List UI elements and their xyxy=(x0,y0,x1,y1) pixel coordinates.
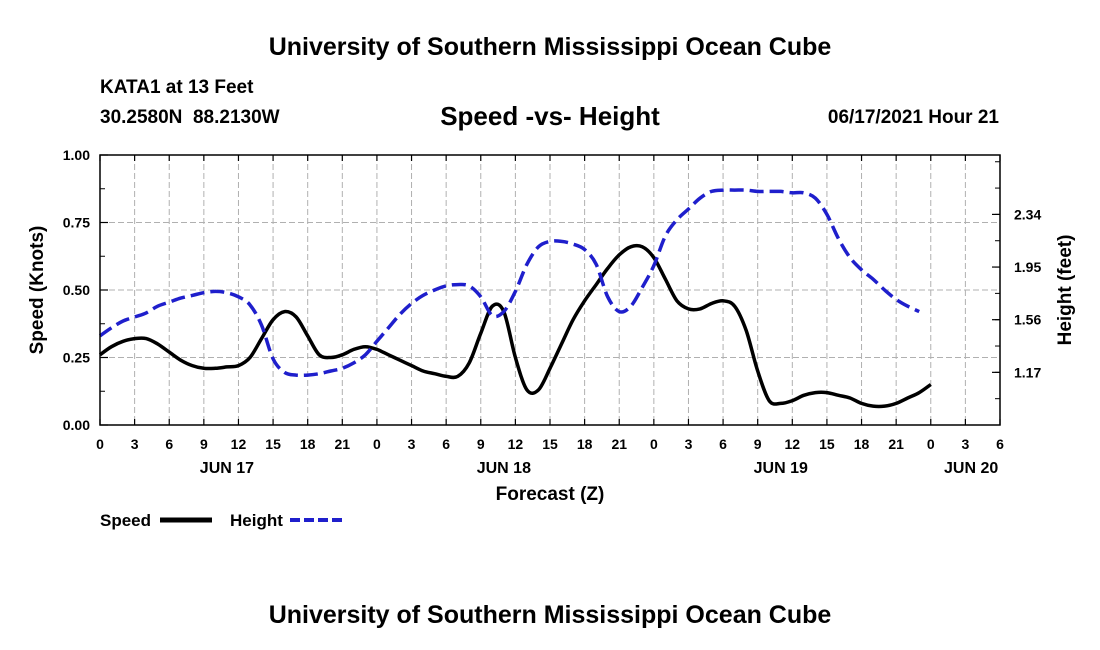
x-tick-label: 3 xyxy=(961,436,969,452)
y2-tick-label: 1.95 xyxy=(1014,259,1041,275)
x-axis-label: Forecast (Z) xyxy=(496,484,605,505)
x-tick-label: 9 xyxy=(754,436,762,452)
legend: Speed Height xyxy=(100,511,342,530)
x-tick-label: 0 xyxy=(650,436,658,452)
x-tick-label: 18 xyxy=(854,436,870,452)
date-label: JUN 18 xyxy=(477,460,531,477)
x-tick-label: 3 xyxy=(408,436,416,452)
x-tick-label: 12 xyxy=(231,436,247,452)
y-tick-label: 0.75 xyxy=(63,215,90,231)
chart-title: Speed -vs- Height xyxy=(440,101,660,131)
station-label: KATA1 at 13 Feet xyxy=(100,77,254,98)
date-label: JUN 17 xyxy=(200,460,254,477)
date-label: JUN 19 xyxy=(754,460,808,477)
x-tick-label: 0 xyxy=(373,436,381,452)
legend-label-height: Height xyxy=(230,511,283,530)
x-tick-label: 6 xyxy=(996,436,1004,452)
x-tick-label: 15 xyxy=(542,436,558,452)
x-tick-label: 21 xyxy=(888,436,904,452)
x-tick-label: 15 xyxy=(265,436,281,452)
forecast-datetime: 06/17/2021 Hour 21 xyxy=(827,107,999,128)
y2-tick-label: 2.34 xyxy=(1014,206,1041,222)
y-tick-label: 0.25 xyxy=(63,350,90,366)
x-tick-label: 9 xyxy=(200,436,208,452)
y-tick-label: 0.50 xyxy=(63,282,90,298)
date-label: JUN 20 xyxy=(944,460,998,477)
station-coordinates: 30.2580N 88.2130W xyxy=(100,107,280,128)
x-tick-label: 18 xyxy=(300,436,316,452)
legend-label-speed: Speed xyxy=(100,511,151,530)
y-tick-label: 1.00 xyxy=(63,147,90,163)
page-title: University of Southern Mississippi Ocean… xyxy=(268,33,832,61)
x-tick-label: 9 xyxy=(477,436,485,452)
x-tick-label: 0 xyxy=(96,436,104,452)
y-axis-label: Speed (Knots) xyxy=(27,226,48,355)
x-tick-label: 6 xyxy=(165,436,173,452)
series-lines xyxy=(98,188,932,409)
x-tick-label: 3 xyxy=(685,436,693,452)
x-tick-label: 18 xyxy=(577,436,593,452)
axis-ticks: 0 3 6 9 12 15 18 21 0 3 6 9 12 15 18 21 0 3 6 9 12 15 18 21 0 3 6 J… xyxy=(63,147,1042,477)
x-tick-label: 21 xyxy=(335,436,351,452)
grid-lines xyxy=(100,155,1000,425)
x-tick-label: 6 xyxy=(719,436,727,452)
footer-title: University of Southern Mississippi Ocean… xyxy=(268,601,832,629)
y2-tick-label: 1.56 xyxy=(1014,312,1041,328)
x-tick-label: 12 xyxy=(785,436,801,452)
x-tick-label: 21 xyxy=(611,436,627,452)
y2-tick-label: 1.17 xyxy=(1014,364,1041,380)
y2-axis-label: Height (feet) xyxy=(1055,235,1076,346)
series-line-speed xyxy=(98,243,932,409)
y-tick-label: 0.00 xyxy=(63,417,90,433)
series-line-height xyxy=(98,188,920,378)
x-tick-label: 6 xyxy=(442,436,450,452)
x-tick-label: 15 xyxy=(819,436,835,452)
x-tick-label: 0 xyxy=(927,436,935,452)
x-tick-label: 12 xyxy=(508,436,524,452)
x-tick-label: 3 xyxy=(131,436,139,452)
